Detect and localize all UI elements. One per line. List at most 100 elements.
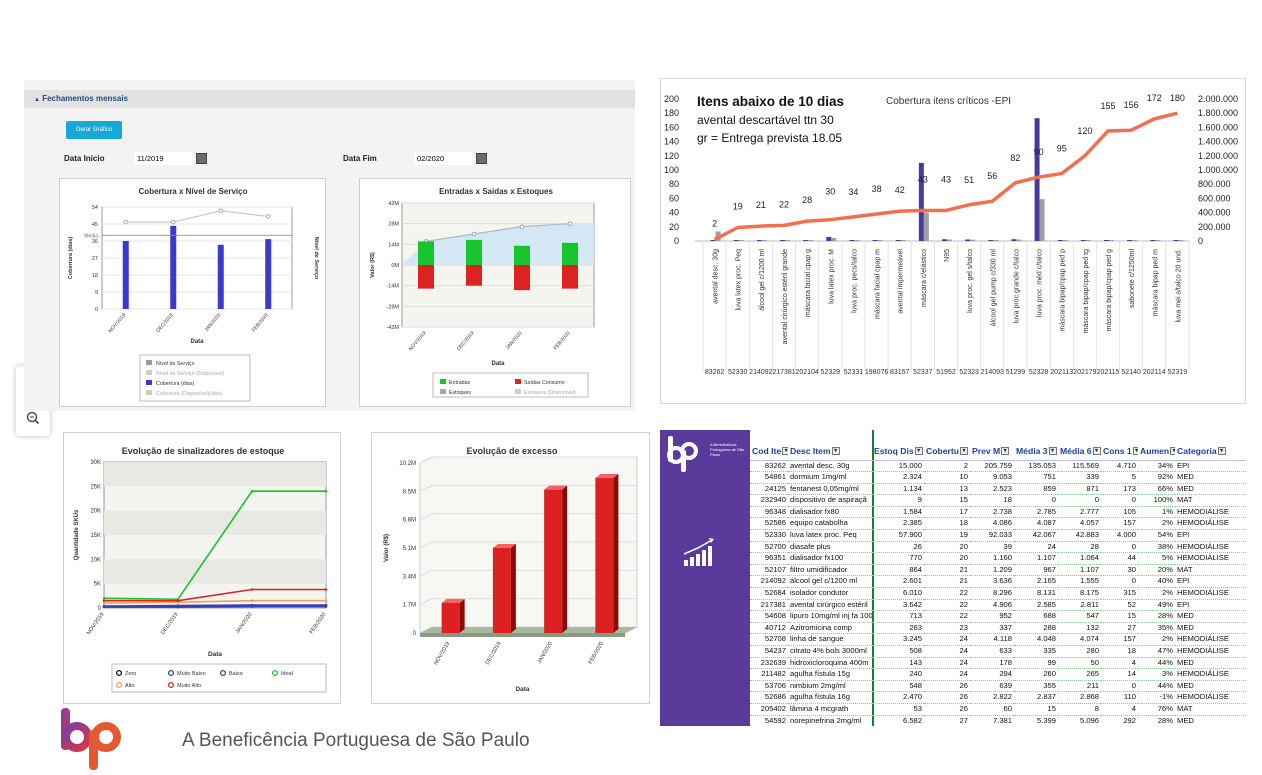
table-row[interactable]: 52107 filtro umidificador 864 21 1.209 967 1.1… [750, 564, 1246, 577]
x-tick-label: luva latex proc. Peq [736, 249, 743, 311]
table-cell: 27 [1101, 622, 1138, 635]
table-cell: 2.837 [1014, 691, 1058, 704]
filter-dropdown-icon[interactable]: ▾ [1001, 447, 1010, 456]
table-row[interactable]: 232940 dispositivo de aspiraçã 9 15 18 0 0 0 100… [750, 494, 1246, 507]
date-end-input[interactable]: 02/2020 [414, 152, 472, 165]
table-cell: dialisador fx100 [788, 552, 872, 565]
table-row[interactable]: 96351 dialisador fx100 770 20 1.160 1.107 1.06… [750, 552, 1246, 565]
table-row[interactable]: 52586 equipo catabolha 2.385 18 4.086 4.087 4.… [750, 517, 1246, 531]
y-tick-label-left: 120 [664, 151, 679, 161]
table-cell: 263 [872, 622, 924, 635]
y-tick-label-right: 400.000 [1198, 208, 1231, 218]
table-cell: lipuro 10mg/ml inj fa 100 [788, 610, 872, 623]
table-cell: MED [1175, 680, 1246, 693]
table-row[interactable]: 83262 avental desc. 30g 15.000 2 205.759 135.… [750, 460, 1246, 473]
date-start-input[interactable]: 11/2019 [134, 152, 192, 165]
filter-dropdown-icon[interactable]: ▾ [1132, 447, 1138, 456]
stock-bar [1173, 240, 1179, 241]
filter-dropdown-icon[interactable]: ▾ [782, 447, 788, 456]
table-cell: 8.296 [970, 587, 1014, 600]
bp-logo-icon [61, 708, 121, 770]
series-line [103, 604, 326, 607]
table-row[interactable]: 52708 linha de sangue 3.245 24 4.118 4.048 4.0… [750, 633, 1246, 646]
data-label: 172 [1147, 93, 1162, 103]
chart-title: Evolução de excesso [466, 446, 558, 456]
table-cell: 4.074 [1058, 633, 1101, 646]
section-header[interactable]: ▲ Fechamentos mensais [24, 90, 635, 108]
table-cell: 265 [1058, 668, 1101, 681]
table-cell: 115.569 [1058, 460, 1101, 473]
y-tick-label-right: 800.000 [1198, 179, 1231, 189]
column-header[interactable]: Prev M ▾ [970, 442, 1014, 461]
average-bar [947, 239, 952, 241]
table-row[interactable]: 52684 isolador condutor 6.010 22 8.296 8.131 8… [750, 587, 1246, 600]
column-header[interactable]: Cod Ite ▾ [750, 442, 788, 461]
table-row[interactable]: 211482 agulha fístula 15g 240 24 294 260 265 14… [750, 668, 1246, 681]
stock-bar [1080, 240, 1086, 241]
table-cell: 49% [1138, 599, 1175, 612]
y-tick-label-left: 160 [664, 122, 679, 132]
table-row[interactable]: 52700 diasafe plus 26 20 39 24 28 0 38% HEMODIÁLI… [750, 541, 1246, 554]
column-header[interactable]: Cons 1 ▾ [1101, 442, 1138, 461]
table-row[interactable]: 54237 citrato 4% bols 3000ml 508 24 633 335 28… [750, 645, 1246, 658]
column-header[interactable]: Categoria ▾ [1175, 442, 1246, 461]
column-header[interactable]: Média 3 ▾ [1014, 442, 1058, 461]
column-header[interactable]: Desc Item ▾ [788, 442, 872, 461]
calendar-icon[interactable] [476, 153, 487, 164]
outflow-bar [466, 265, 482, 286]
table-row[interactable]: 24125 fentanest 0,05mg/ml 1.134 13 2.523 859 8… [750, 483, 1246, 496]
y-axis-label: Valor (R$) [370, 252, 376, 278]
zoom-out-icon[interactable] [26, 411, 40, 425]
table-cell: 24 [924, 633, 970, 646]
filter-dropdown-icon[interactable]: ▾ [1092, 447, 1101, 456]
bp-logo-small-icon [667, 436, 698, 472]
table-cell: HEMODIÁLISE [1175, 587, 1246, 600]
filter-dropdown-icon[interactable]: ▾ [1048, 447, 1057, 456]
x-tick-label: luva proc. méd c/talco [1037, 249, 1044, 317]
filter-dropdown-icon[interactable]: ▾ [831, 447, 840, 456]
calendar-icon[interactable] [196, 153, 207, 164]
y-tick-label-right: 1.000.000 [1198, 165, 1238, 175]
column-header[interactable]: Cobertu ▾ [924, 442, 970, 461]
table-row[interactable]: 217381 avental cirúrgico estéril 3.642 22 4.… [750, 599, 1246, 612]
table-cell: 4.086 [970, 517, 1014, 531]
table-row[interactable]: 54592 norepinefrina 2mg/ml 6.582 27 7.381 5.3… [750, 715, 1246, 726]
table-cell: 2.868 [1058, 691, 1101, 704]
column-header[interactable]: Média 6 ▾ [1058, 442, 1101, 461]
table-cell: 205.759 [970, 460, 1014, 473]
stock-bar [826, 236, 832, 241]
table-row[interactable]: 52686 agulha fístula 16g 2.470 26 2.822 2.837… [750, 691, 1246, 704]
table-row[interactable]: 53706 nimbium 2mg/ml 548 26 639 355 211 0 44% MED [750, 680, 1246, 693]
table-cell: 335 [1014, 645, 1058, 658]
filter-dropdown-icon[interactable]: ▾ [914, 447, 923, 456]
table-row[interactable]: 96348 dialisador fx80 1.584 17 2.738 2.785 2.7… [750, 506, 1246, 519]
column-header[interactable]: Aumen ▾ [1138, 442, 1175, 461]
table-cell: 52684 [750, 587, 788, 600]
table-row[interactable]: 52330 luva latex proc. Peq 57.900 19 92.033 4… [750, 529, 1246, 542]
table-cell: MED [1175, 471, 1246, 484]
generate-chart-button[interactable]: Gerar Gráfico [66, 121, 122, 139]
filter-dropdown-icon[interactable]: ▾ [959, 447, 968, 456]
column-header[interactable]: Estoq Dis ▾ [872, 442, 924, 461]
table-cell: 4.118 [970, 633, 1014, 646]
table-row[interactable]: 54608 lipuro 10mg/ml inj fa 100 713 22 952 68… [750, 610, 1246, 623]
average-bar [1178, 240, 1184, 241]
table-cell: nimbium 2mg/ml [788, 680, 872, 693]
table-cell: 22 [924, 599, 970, 612]
series-point [102, 596, 106, 600]
table-row[interactable]: 214092 álcool gel c/1200 ml 2.601 21 3.636 2.… [750, 575, 1246, 589]
table-row[interactable]: 205402 lâmina 4 mcgrath 53 26 60 15 8 4 76% MAT [750, 703, 1246, 716]
table-row[interactable]: 40712 Azitromicina comp 263 23 337 288 132 27 35… [750, 622, 1246, 635]
stock-bar [1057, 240, 1063, 241]
table-row[interactable]: 54861 dormium 1mg/ml 2.324 10 9.053 751 339 5 92… [750, 471, 1246, 484]
table-cell: 135.053 [1014, 460, 1058, 473]
series-point [324, 603, 328, 607]
series-line [104, 588, 326, 602]
data-label: 90 [1034, 147, 1044, 157]
filter-dropdown-icon[interactable]: ▾ [1170, 447, 1175, 456]
table-row[interactable]: 232639 hidroxicloroquina 400m 143 24 178 99 50… [750, 657, 1246, 670]
table-cell: 173 [1101, 483, 1138, 496]
table-cell: MED [1175, 715, 1246, 726]
filter-dropdown-icon[interactable]: ▾ [1217, 447, 1226, 456]
outflow-bar [418, 265, 434, 289]
